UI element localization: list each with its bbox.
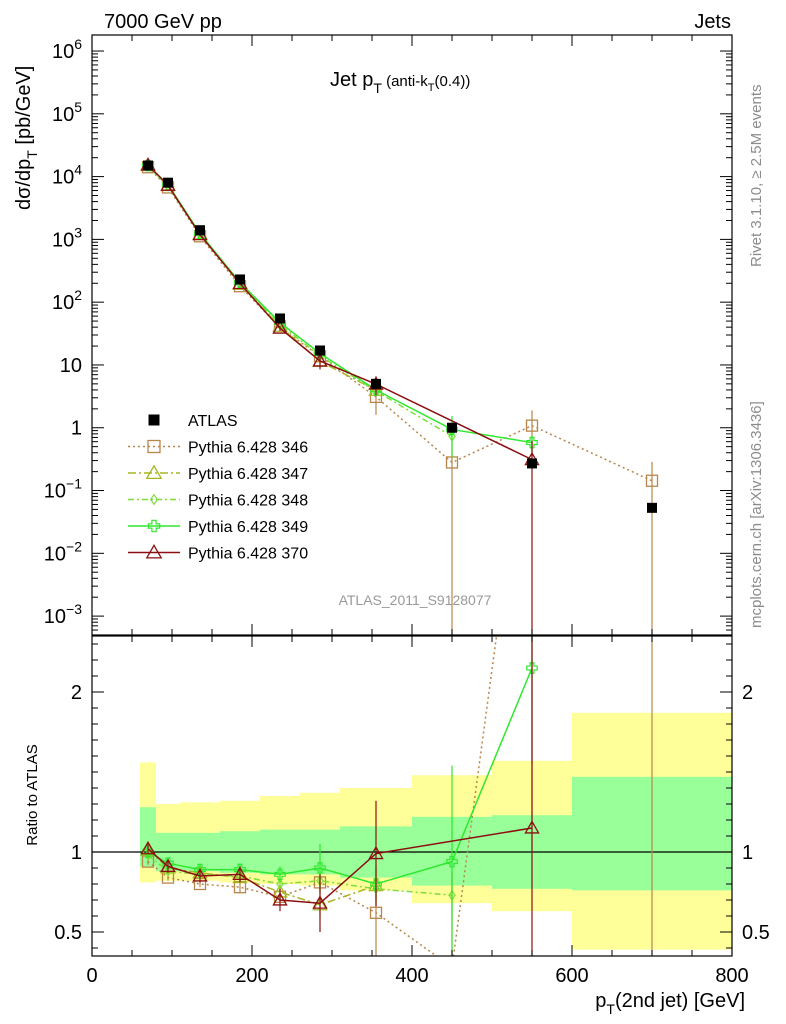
x-tick-label: 800 — [715, 965, 748, 987]
ratio-tick-label-left: 1 — [71, 842, 82, 864]
legend-marker — [145, 543, 163, 559]
y-tick-label: 104 — [52, 162, 82, 189]
atlas-point — [527, 458, 537, 469]
main-line — [147, 164, 533, 461]
ratio-uncertainty-bands — [92, 712, 732, 950]
ratio-tick-label-left: 2 — [71, 682, 82, 704]
legend-item-atlas: ATLAS — [148, 413, 238, 430]
y-tick-label: 10−1 — [44, 476, 82, 503]
ratio-point — [526, 662, 538, 674]
main-line — [147, 165, 533, 444]
main-point — [272, 320, 288, 334]
ratio-point — [232, 866, 248, 880]
ratio-point — [140, 840, 156, 855]
atlas-point — [275, 313, 285, 324]
ratio-line — [147, 636, 498, 956]
ratio-series-5 — [140, 636, 540, 956]
ratio-point — [164, 865, 172, 877]
legend-label: Pythia 6.428 370 — [188, 546, 308, 563]
main-series-2 — [140, 157, 384, 396]
ratio-tick-label-right: 2 — [742, 682, 753, 704]
x-axis-label: pT(2nd jet) [GeV] — [595, 990, 745, 1017]
mcplots-label: mcplots.cern.ch [arXiv:1306.3436] — [748, 401, 765, 628]
rivet-label: Rivet 3.1.10, ≥ 2.5M events — [748, 85, 765, 268]
atlas-point — [371, 378, 381, 389]
y-tick-label: 10−3 — [44, 601, 82, 628]
legend: ATLAS Pythia 6.428 346 Pythia 6.428 347 Pyt… — [128, 413, 308, 563]
atlas-point — [647, 502, 657, 513]
y-tick-label: 10−2 — [44, 538, 82, 565]
ratio-point — [447, 962, 458, 973]
legend-marker — [145, 464, 163, 480]
ratio-point — [314, 862, 326, 874]
header-right: Jets — [694, 11, 731, 33]
legend-marker — [147, 439, 161, 454]
x-tick-label: 600 — [555, 965, 588, 987]
atlas-point — [195, 225, 205, 236]
main-line — [147, 165, 453, 437]
x-tick-label: 200 — [235, 965, 268, 987]
atlas-point — [143, 160, 153, 171]
atlas-point — [447, 422, 457, 433]
ratio-point — [194, 863, 206, 876]
legend-item-4: Pythia 6.428 349 — [128, 519, 308, 536]
main-point — [525, 419, 539, 432]
ratio-point — [370, 878, 382, 890]
main-line — [147, 166, 653, 482]
legend-label: Pythia 6.428 347 — [188, 466, 308, 483]
ratio-tick-label-left: 0.5 — [54, 922, 82, 944]
main-point — [312, 353, 328, 367]
y-tick-label: 103 — [52, 224, 82, 251]
legend-marker — [149, 493, 159, 506]
ratio-point — [446, 855, 458, 868]
ratio-point — [192, 868, 208, 882]
analysis-label: ATLAS_2011_S9128077 — [339, 592, 492, 608]
ratio-point — [160, 858, 176, 872]
main-line — [147, 164, 377, 391]
ratio-tick-label-right: 1 — [742, 842, 753, 864]
ratio-tick-label-right: 0.5 — [742, 922, 770, 944]
atlas-data — [143, 160, 657, 513]
ratio-point — [272, 892, 288, 906]
legend-item-1: Pythia 6.428 346 — [128, 440, 308, 457]
atlas-point — [163, 177, 173, 188]
atlas-point — [235, 274, 245, 285]
legend-item-2: Pythia 6.428 347 — [128, 464, 308, 483]
plot-title: Jet pT (anti-kT(0.4)) — [330, 69, 470, 96]
ratio-point — [276, 878, 284, 890]
legend-label: Pythia 6.428 349 — [188, 519, 308, 536]
y-tick-label: 102 — [52, 287, 82, 314]
legend-label: Pythia 6.428 346 — [188, 440, 308, 457]
legend-label: ATLAS — [188, 413, 238, 430]
ratio-point — [312, 895, 328, 909]
y-axis-label: dσ/dpT [pb/GeV] — [13, 66, 40, 210]
header-left: 7000 GeV pp — [104, 11, 222, 33]
ratio-series — [140, 367, 653, 973]
x-tick-label: 0 — [86, 965, 97, 987]
legend-marker — [147, 519, 161, 533]
main-point — [645, 474, 659, 487]
main-point — [526, 436, 538, 449]
y-tick-label: 1 — [71, 418, 82, 440]
ratio-point — [274, 868, 286, 881]
ratio-point — [527, 367, 538, 378]
ratio-point — [524, 820, 540, 834]
legend-item-3: Pythia 6.428 348 — [128, 493, 308, 510]
main-series — [140, 157, 659, 635]
x-tick-label: 400 — [395, 965, 428, 987]
axes: 0 200 400 600 800 10−3 10−2 10−1 1 10 102 103 104 105… — [44, 34, 770, 987]
ratio-point — [368, 845, 384, 860]
legend-label: Pythia 6.428 348 — [188, 493, 308, 510]
y-tick-label: 106 — [52, 36, 82, 63]
y-tick-label: 105 — [52, 99, 82, 126]
y-tick-label: 10 — [60, 355, 82, 377]
ratio-axis-label: Ratio to ATLAS — [24, 744, 41, 845]
atlas-point — [315, 345, 325, 356]
legend-marker — [148, 414, 160, 426]
legend-item-5: Pythia 6.428 370 — [128, 543, 308, 563]
ratio-point — [369, 906, 383, 919]
